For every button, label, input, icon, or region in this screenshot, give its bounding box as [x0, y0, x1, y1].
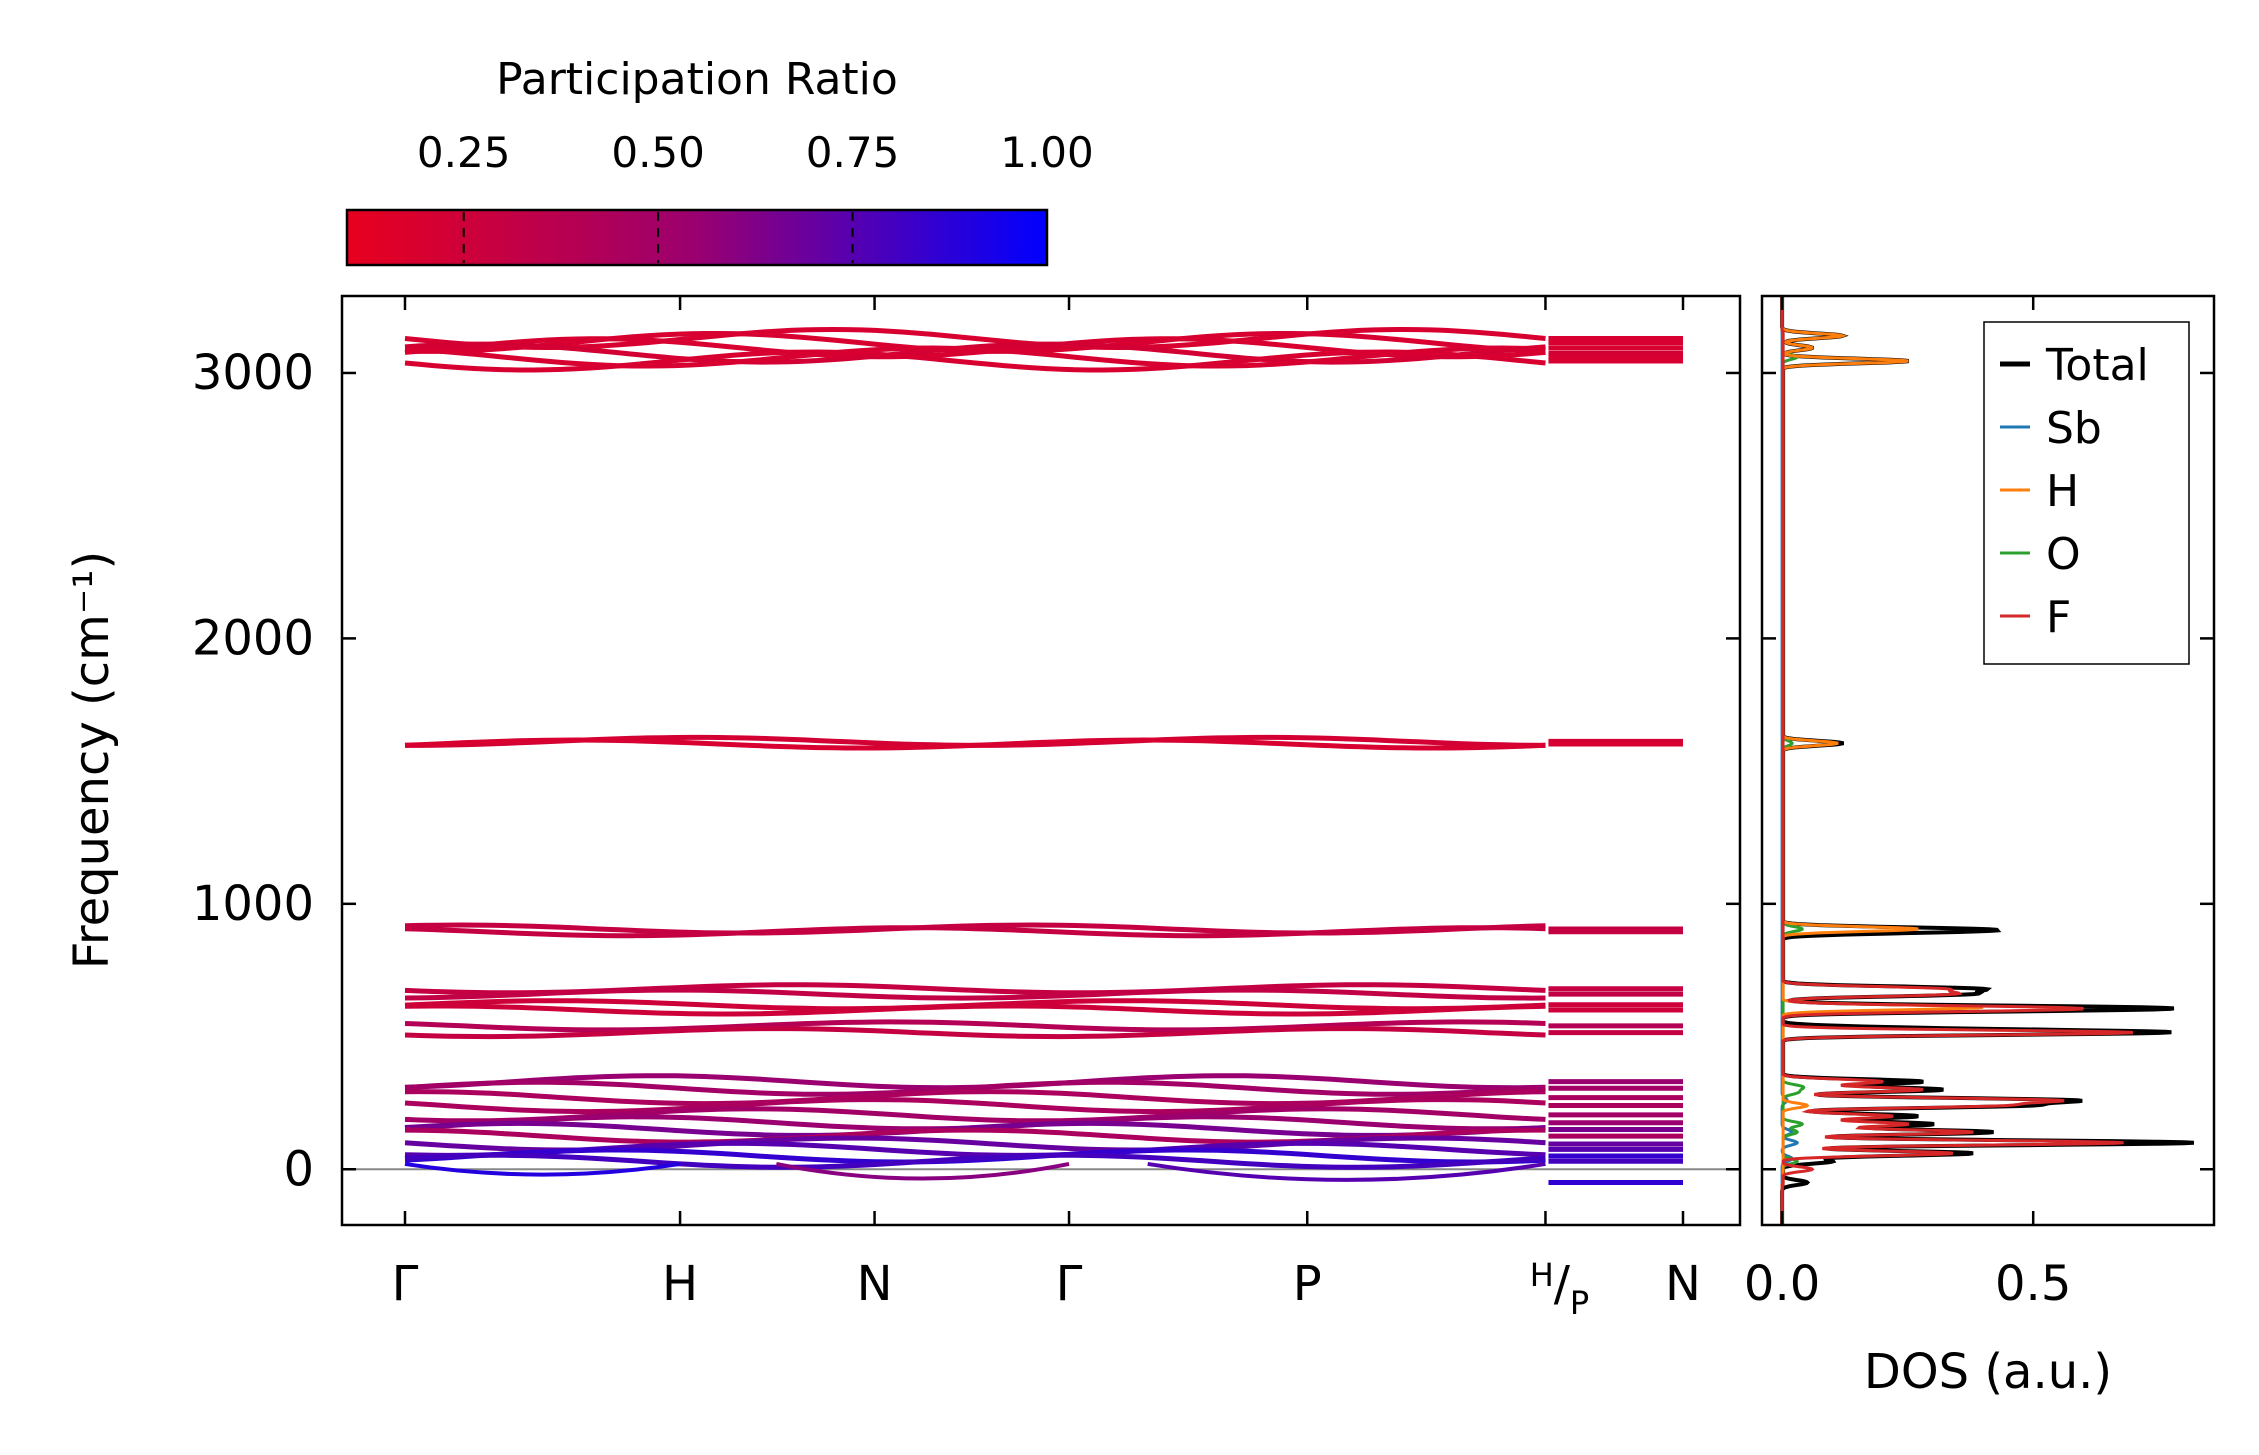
- acoustic-branch: [1147, 1161, 1546, 1182]
- band-axes-frame: [340, 294, 1742, 1227]
- legend-label-sb: Sb: [2046, 403, 2102, 454]
- dos-x-tick-label: 0.0: [1744, 1256, 1820, 1312]
- phonon-band: [404, 737, 1546, 751]
- phonon-band: [404, 345, 1546, 369]
- legend-label-o: O: [2046, 529, 2081, 580]
- y-tick-label: 1000: [192, 876, 314, 932]
- y-tick-label: 2000: [192, 610, 314, 666]
- colorbar-tick-label: 0.25: [417, 128, 511, 177]
- legend-box: [1983, 321, 2190, 665]
- x-tick-label: Γ: [392, 1256, 419, 1312]
- y-axis-label: Frequency (cm⁻¹): [64, 551, 120, 969]
- x-tick-label: H/P: [1530, 1256, 1590, 1322]
- legend-label-h: H: [2046, 466, 2079, 517]
- phonon-band: [404, 1026, 1546, 1040]
- dos-curve-o: [1780, 296, 1806, 1225]
- legend-label-f: F: [2046, 592, 2071, 643]
- legend: Total Sb HOF: [1983, 321, 2190, 665]
- dos-panel: 0.0 0.5 DOS (a.u.) Total Sb HOF: [1744, 294, 2216, 1400]
- phonon-band: [404, 1003, 1546, 1017]
- colorbar-tick-label: 0.75: [806, 128, 900, 177]
- phonon-band: [404, 987, 1546, 1001]
- colorbar-tick-label: 1.00: [1000, 128, 1094, 177]
- colorbar: Participation Ratio 0.25 0.50 0.75 1.00: [345, 54, 1094, 267]
- phonon-band: [404, 1120, 1546, 1138]
- phonon-band: [404, 349, 1546, 373]
- y-tick-label: 0: [283, 1141, 314, 1197]
- x-tick-label: N: [1665, 1256, 1701, 1312]
- acoustic-branch: [404, 1161, 681, 1177]
- dos-curve-f: [1780, 296, 2133, 1225]
- dos-x-tick-label: 0.5: [1995, 1256, 2071, 1312]
- colorbar-tick-label: 0.50: [611, 128, 705, 177]
- phonon-band: [404, 1079, 1546, 1097]
- colorbar-label: Participation Ratio: [496, 54, 898, 105]
- x-axis-label: DOS (a.u.): [1864, 1344, 2112, 1400]
- acoustic-branch: [775, 1161, 1070, 1181]
- phonon-band: [404, 925, 1546, 939]
- phonon-band: [404, 1152, 1546, 1170]
- x-tick-label: P: [1293, 1256, 1322, 1312]
- legend-label-total: Total: [2045, 340, 2149, 391]
- y-tick-label: 3000: [192, 345, 314, 401]
- dos-axes-frame: [1760, 294, 2216, 1227]
- phonon-band: [404, 326, 1546, 351]
- phonon-band: [404, 1097, 1546, 1115]
- band-structure-panel: 0 1000 2000 3000 Γ H N Γ P H/P N Frequency (cm⁻¹): [64, 294, 1742, 1322]
- phonon-band: [404, 1019, 1546, 1033]
- x-tick-label: Γ: [1056, 1256, 1083, 1312]
- colorbar-gradient: [345, 208, 1049, 267]
- x-tick-label: N: [857, 1256, 893, 1312]
- x-tick-label: H: [662, 1256, 698, 1312]
